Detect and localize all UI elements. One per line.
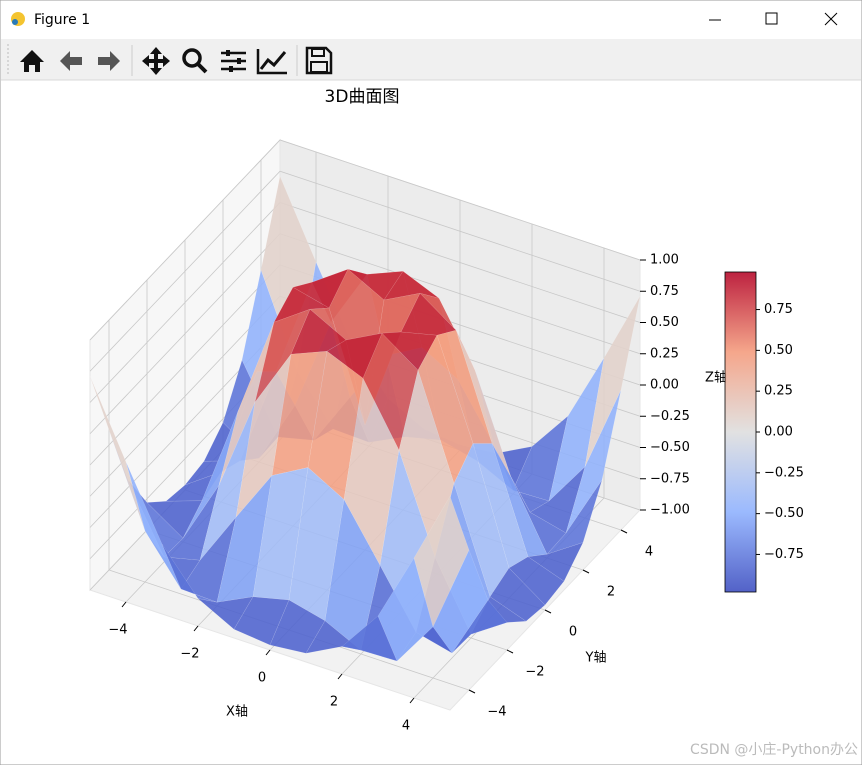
colorbar-gradient	[724, 271, 757, 593]
surface-patch	[451, 599, 508, 654]
axes: −4 −2 0 2 4 −4 −2 0 2 4 −1.00 −0.75 −0.50 −0.25 0.00 0.…	[108, 253, 727, 734]
back-button[interactable]	[60, 51, 82, 71]
colorbar-tick-label: −0.50	[764, 506, 804, 521]
chart-title: 3D曲面图	[325, 87, 400, 107]
title-bar: Figure 1	[11, 12, 838, 28]
grid-line	[89, 139, 641, 341]
watermark: CSDN @小庄-Python办公	[690, 741, 858, 758]
y-axis-label: Y轴	[585, 651, 607, 666]
surface-patch	[565, 389, 622, 534]
toolbar-bg	[1, 39, 861, 80]
colorbar-tick-label: 0.25	[764, 384, 793, 399]
x-tick	[265, 649, 271, 656]
slider-knob	[237, 58, 241, 64]
edit-axis-button[interactable]	[256, 49, 287, 75]
colorbar-tick-label: 0.00	[764, 425, 793, 440]
y-tick	[468, 689, 476, 694]
grid-line	[89, 170, 641, 372]
pan-button[interactable]	[142, 47, 170, 75]
x-tick-label: 2	[330, 695, 338, 710]
edit-axis-line	[259, 51, 287, 70]
colorbar-tick-label: 0.75	[764, 302, 793, 317]
zoom-button[interactable]	[182, 48, 202, 68]
app-icon-dot	[12, 19, 18, 25]
colorbar-tick-label: 0.50	[764, 343, 793, 358]
slider-knob	[226, 50, 230, 56]
y-tick-label: 4	[645, 545, 653, 560]
surface-patch	[489, 567, 546, 622]
close-button[interactable]	[824, 12, 838, 26]
y-tick	[620, 529, 628, 534]
colorbar-tick-label: −0.25	[764, 465, 804, 480]
x-tick-label: 4	[402, 719, 410, 734]
x-tick	[337, 673, 343, 680]
y-tick	[582, 569, 590, 574]
forward-button[interactable]	[98, 51, 120, 71]
x-axis-label: X轴	[226, 705, 248, 720]
subplots-button[interactable]	[221, 51, 246, 71]
x-tick	[409, 697, 415, 704]
toolbar	[1, 39, 861, 81]
x-tick	[193, 625, 199, 632]
y-tick	[506, 649, 514, 654]
surface-patch	[527, 542, 584, 582]
z-tick-label: −0.50	[650, 440, 690, 455]
x-tick-label: −4	[108, 623, 127, 638]
colorbar-tick-label: −0.75	[764, 547, 804, 562]
surface-patch	[413, 495, 470, 628]
z-axis-label: Z轴	[705, 371, 727, 386]
x-tick-label: −2	[180, 647, 199, 662]
z-tick-label: 0.75	[650, 284, 679, 299]
z-tick-label: 1.00	[650, 253, 679, 268]
window-title: Figure 1	[34, 12, 90, 28]
y-tick-label: 0	[569, 625, 577, 640]
z-tick-label: −1.00	[650, 503, 690, 518]
colorbar: −0.75 −0.50 −0.25 0.00 0.25 0.50 0.75	[724, 271, 804, 593]
save-icon-part	[311, 48, 325, 57]
maximize-button[interactable]	[765, 12, 778, 25]
z-tick-label: 0.00	[650, 378, 679, 393]
home-button[interactable]	[20, 50, 44, 72]
z-tick-label: −0.75	[650, 471, 690, 486]
y-tick	[544, 609, 552, 614]
y-tick-label: −2	[525, 665, 544, 680]
zoom-handle	[196, 62, 208, 74]
y-tick-label: −4	[487, 705, 506, 720]
y-tick-label: 2	[607, 585, 615, 600]
surface	[89, 175, 641, 662]
save-icon-part	[310, 61, 328, 73]
z-tick-label: 0.25	[650, 346, 679, 361]
x-tick-label: 0	[258, 671, 266, 686]
z-tick-label: 0.50	[650, 315, 679, 330]
z-tick-label: −0.25	[650, 409, 690, 424]
x-tick	[121, 601, 127, 608]
slider-knob	[229, 66, 233, 72]
